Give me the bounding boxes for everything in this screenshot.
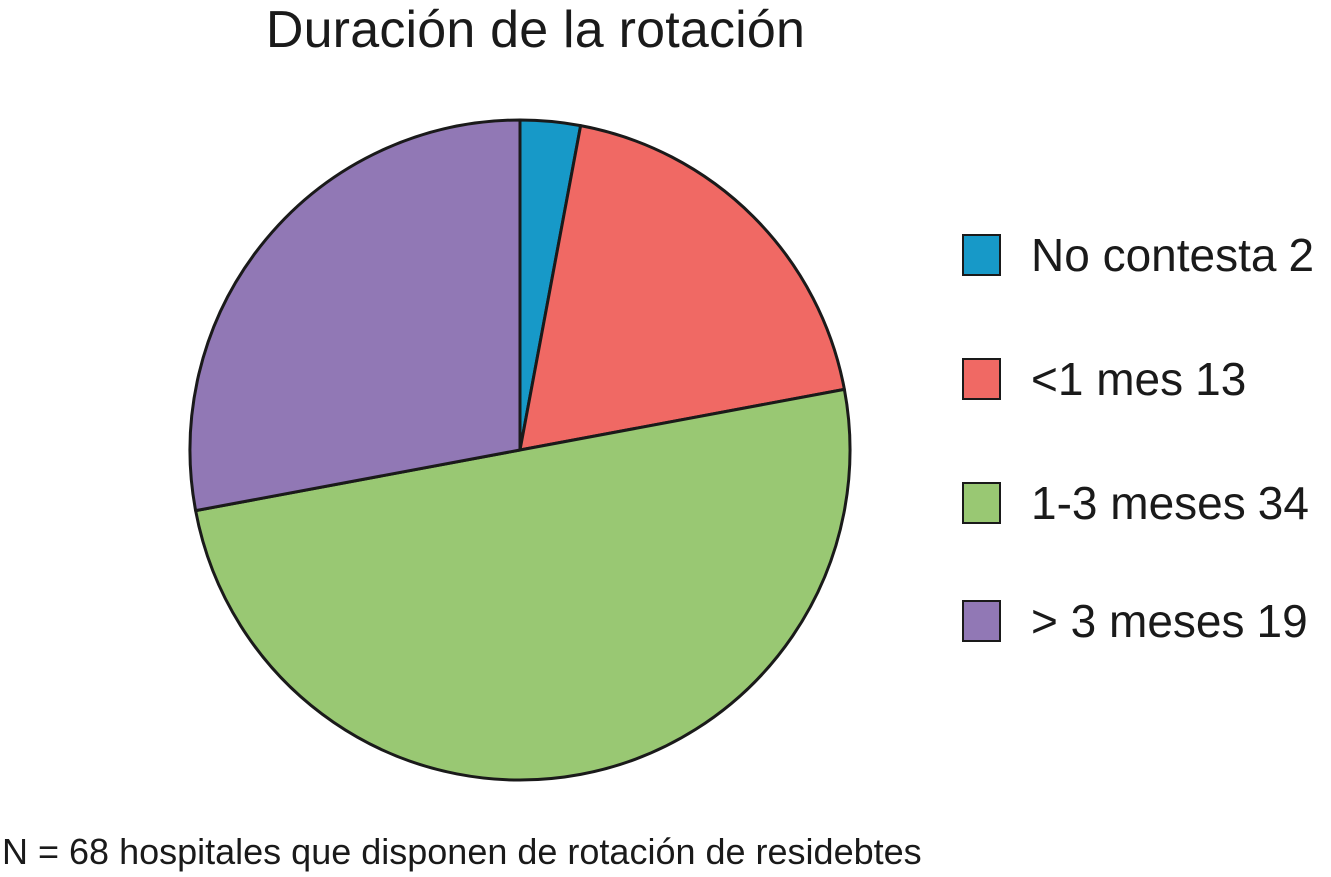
legend-text: No contesta 2 (1031, 232, 1314, 278)
legend-value: 34 (1257, 477, 1309, 529)
legend-swatch (962, 358, 1001, 400)
legend-label: 1-3 meses (1031, 477, 1246, 529)
legend-label: > 3 meses (1031, 595, 1245, 647)
pie-slice-mas-3-meses (188, 118, 522, 513)
legend-label: <1 mes (1031, 353, 1184, 405)
legend-value: 13 (1195, 353, 1247, 405)
chart-title: Duración de la rotación (265, 1, 806, 59)
legend-text: 1-3 meses 34 (1031, 480, 1309, 526)
pie-slice-menos-1-mes (518, 124, 846, 452)
legend-text: <1 mes 13 (1031, 356, 1246, 402)
legend-item-no-contesta: No contesta 2 (962, 232, 1314, 278)
footnote: N = 68 hospitales que disponen de rotaci… (2, 831, 922, 872)
pie-slices (188, 118, 852, 782)
legend-label: No contesta (1031, 229, 1277, 281)
legend-item-1-3-meses: 1-3 meses 34 (962, 480, 1309, 526)
legend-text: > 3 meses 19 (1031, 598, 1308, 644)
legend-value: 19 (1256, 595, 1308, 647)
legend-value: 2 (1288, 229, 1315, 281)
pie-slice-1-3-meses (194, 387, 852, 782)
legend-item-menos-1-mes: <1 mes 13 (962, 356, 1246, 402)
legend-swatch (962, 600, 1001, 642)
legend-swatch (962, 234, 1001, 276)
legend-swatch (962, 482, 1001, 524)
legend-item-mas-3-meses: > 3 meses 19 (962, 598, 1308, 644)
